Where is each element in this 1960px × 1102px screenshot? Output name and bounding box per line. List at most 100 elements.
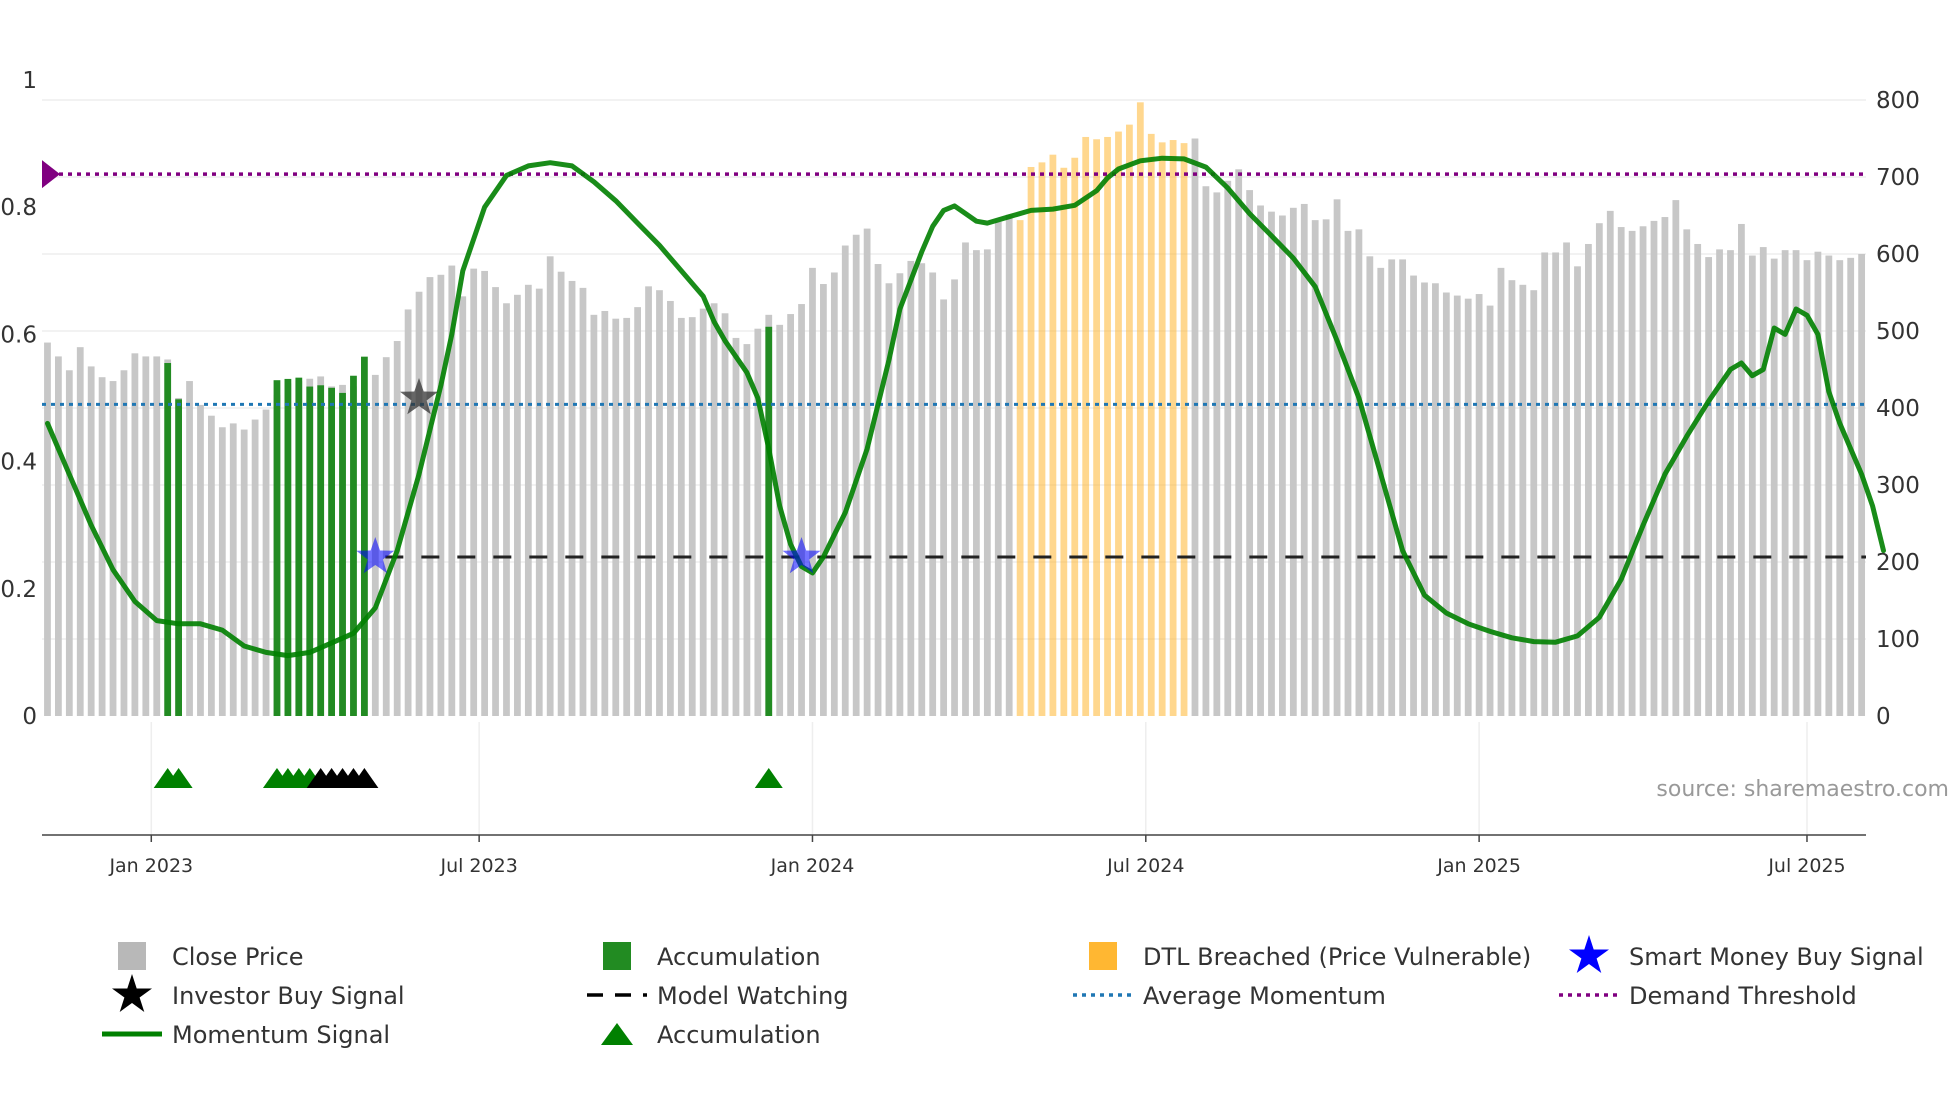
close-price-bar	[973, 250, 980, 716]
close-price-bar	[1705, 257, 1713, 716]
close-price-bar	[186, 381, 193, 716]
close-price-bar	[208, 415, 215, 716]
accumulation-bar	[175, 399, 182, 716]
close-price-bar	[1322, 219, 1330, 716]
legend-label: DTL Breached (Price Vulnerable)	[1143, 943, 1531, 971]
accumulation-triangle	[350, 768, 379, 788]
close-price-bar	[1574, 266, 1581, 716]
close-price-bar	[1442, 292, 1450, 716]
close-price-bar	[645, 286, 652, 716]
close-price-bar	[1355, 229, 1363, 717]
close-price-bar	[1563, 242, 1570, 716]
legend-item: Close Price	[118, 942, 304, 971]
close-price-bar	[535, 288, 543, 716]
close-price-bar	[1235, 169, 1243, 717]
close-price-bar	[492, 287, 499, 716]
close-price-bar	[579, 287, 587, 716]
accumulation-bar	[306, 386, 314, 716]
y-right-tick-label: 500	[1876, 319, 1920, 345]
legend-swatch	[118, 942, 146, 970]
close-price-bar	[557, 271, 565, 716]
close-price-bar	[448, 265, 456, 716]
dtl-breached-bar	[1038, 162, 1046, 716]
accumulation-bar	[328, 387, 335, 716]
close-price-bar	[1475, 294, 1483, 716]
close-price-bar	[699, 308, 707, 716]
close-price-bar	[393, 341, 401, 716]
momentum-signal	[45, 155, 1886, 659]
close-price-bar	[951, 279, 958, 716]
close-price-bar	[251, 419, 259, 716]
legend: Close Price Accumulation DTL Breached (Pri…	[102, 935, 1924, 1049]
y-right-tick-label: 100	[1876, 627, 1920, 653]
close-price-bar	[929, 272, 937, 716]
signal-markers	[153, 378, 821, 788]
legend-item: Accumulation	[603, 942, 821, 971]
close-price-bar	[1595, 223, 1603, 716]
accumulation-bar	[284, 378, 292, 716]
legend-item: Investor Buy Signal	[112, 974, 405, 1012]
close-price-bar	[1005, 214, 1013, 717]
close-price-bar	[667, 300, 674, 716]
legend-item: Smart Money Buy Signal	[1569, 935, 1924, 973]
close-price-bar	[962, 242, 969, 716]
close-price-bar	[1224, 180, 1232, 717]
close-price-bar	[1748, 255, 1756, 717]
close-price-bar	[153, 356, 161, 716]
close-price-bar	[1344, 230, 1352, 716]
dtl-breached-bar	[1126, 124, 1133, 716]
close-price-bar	[590, 314, 598, 716]
close-price-bar	[1486, 305, 1494, 716]
accumulation-triangle	[164, 768, 193, 788]
close-price-bar	[1738, 223, 1745, 716]
close-price-bar	[721, 313, 729, 716]
legend-label: Demand Threshold	[1629, 982, 1857, 1010]
close-price-bar	[710, 303, 718, 716]
y-left-tick-label: 0.8	[0, 195, 37, 221]
dtl-breached-bar	[1180, 143, 1188, 716]
investor-buy-star	[400, 378, 439, 415]
close-price-bar	[1410, 275, 1417, 716]
close-price-bar	[874, 264, 882, 716]
close-price-bar	[798, 304, 805, 716]
close-price-bar	[1661, 217, 1669, 717]
close-price-bar	[524, 284, 532, 716]
legend-label: Average Momentum	[1143, 982, 1386, 1010]
legend-star-icon	[1569, 935, 1609, 973]
close-price-bar	[1289, 207, 1297, 717]
close-price-bar	[776, 324, 784, 716]
legend-triangle-icon	[601, 1023, 633, 1045]
close-price-bar	[1683, 229, 1691, 717]
close-price-bar	[1213, 192, 1221, 716]
close-price-bar	[885, 283, 893, 716]
close-price-bar	[120, 370, 128, 716]
y-right-tick-label: 200	[1876, 550, 1920, 576]
close-price-bar	[1333, 199, 1341, 716]
dtl-breached-bar	[1027, 166, 1035, 717]
y-left-tick-label: 0	[22, 704, 37, 730]
close-price-bar	[1202, 186, 1210, 717]
close-price-bar	[787, 314, 795, 716]
y-right-tick-label: 300	[1876, 473, 1920, 499]
dtl-breached-bar	[1060, 167, 1068, 716]
close-price-bar	[1388, 259, 1396, 716]
close-price-bar	[1858, 254, 1866, 716]
legend-swatch	[603, 942, 631, 970]
close-price-bar	[1421, 282, 1428, 716]
accumulation-bar	[317, 385, 325, 716]
close-price-bar	[1639, 226, 1647, 716]
demand-threshold-marker	[42, 160, 60, 189]
close-price-bar	[142, 356, 150, 716]
close-price-bar	[1759, 247, 1767, 716]
close-price-bar	[841, 245, 849, 716]
close-price-bar	[514, 294, 521, 716]
close-price-bar	[1377, 267, 1385, 716]
close-price-bar	[470, 268, 478, 716]
close-price-bar	[1650, 220, 1658, 716]
close-price-bar	[896, 273, 904, 716]
y-right-tick-label: 400	[1876, 396, 1920, 422]
x-tick-label: Jul 2023	[439, 855, 517, 877]
y-left-tick-label: 0.2	[0, 577, 37, 603]
close-price-bar	[983, 249, 991, 716]
